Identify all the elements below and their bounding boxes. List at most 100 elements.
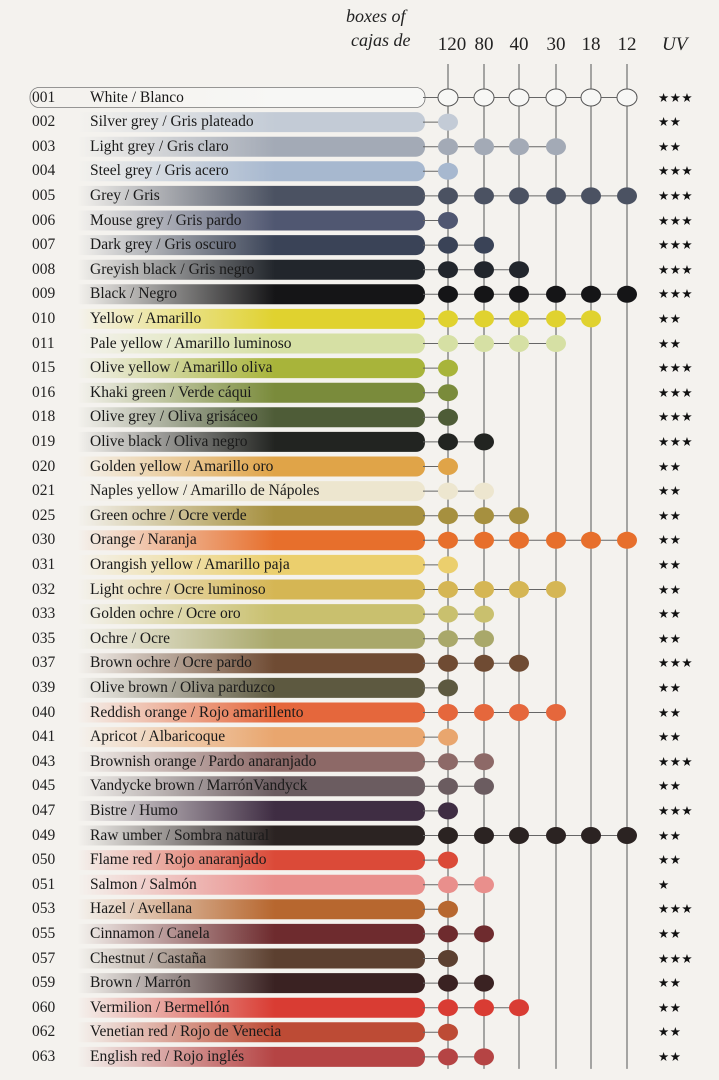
uv-rating-stars: ★★ <box>658 606 682 622</box>
box-dot-039-120 <box>438 679 458 697</box>
uv-rating-stars: ★★ <box>658 630 682 646</box>
color-bar-053 <box>30 899 425 920</box>
color-name: Light ochre / Ocre luminoso <box>90 580 266 598</box>
box-dot-005-80 <box>474 187 494 205</box>
box-dot-009-12 <box>617 285 637 303</box>
uv-rating-stars: ★★ <box>658 310 682 326</box>
color-bar-006 <box>30 210 425 231</box>
color-code: 059 <box>32 974 56 992</box>
color-code: 002 <box>32 113 56 131</box>
uv-rating-stars: ★★ <box>658 729 682 745</box>
box-dot-063-80 <box>474 1048 494 1066</box>
color-bar-059 <box>30 973 425 994</box>
color-name: Ochre / Ocre <box>90 629 171 647</box>
uv-rating-stars: ★ <box>658 876 670 892</box>
box-dot-062-120 <box>438 1023 458 1041</box>
box-dot-010-40 <box>509 310 529 328</box>
box-dot-025-80 <box>474 507 494 525</box>
color-name: Olive black / Oliva negro <box>90 432 248 450</box>
box-dot-009-30 <box>546 285 566 303</box>
color-code: 015 <box>32 359 56 377</box>
header-cajas-de: cajas de <box>351 30 411 50</box>
box-dot-002-120 <box>438 113 458 131</box>
box-dot-008-40 <box>509 261 529 279</box>
color-bar-025 <box>30 505 425 526</box>
uv-rating-stars: ★★★ <box>658 384 694 400</box>
color-code: 035 <box>32 629 56 647</box>
color-bar-031 <box>30 554 425 575</box>
box-dot-049-120 <box>438 827 458 844</box>
box-dot-063-120 <box>438 1048 458 1066</box>
box-dot-011-30 <box>546 335 566 352</box>
box-dot-040-120 <box>438 704 458 721</box>
color-bar-020 <box>30 456 425 477</box>
color-code: 041 <box>32 728 56 746</box>
color-name: Orange / Naranja <box>90 531 197 549</box>
box-dot-015-120 <box>438 359 458 377</box>
box-dot-037-80 <box>474 654 494 672</box>
header-boxes-of: boxes of <box>346 6 406 26</box>
box-dot-006-120 <box>438 212 458 229</box>
box-size-30: 30 <box>546 34 566 55</box>
color-name: Reddish orange / Rojo amarillento <box>90 703 304 721</box>
box-dot-049-80 <box>474 827 494 844</box>
box-dot-010-120 <box>438 310 458 328</box>
color-name: Olive brown / Oliva parduzco <box>90 678 276 696</box>
uv-rating-stars: ★★★ <box>658 655 694 671</box>
color-code: 006 <box>32 211 56 229</box>
box-dot-049-18 <box>581 827 601 844</box>
box-dot-009-40 <box>509 285 529 303</box>
color-code: 053 <box>32 900 56 918</box>
color-code: 011 <box>32 334 55 352</box>
box-dot-051-80 <box>474 876 494 894</box>
color-code: 019 <box>32 432 56 450</box>
box-dot-037-120 <box>438 654 458 672</box>
uv-rating-stars: ★★★ <box>658 163 694 179</box>
box-dot-045-120 <box>438 777 458 795</box>
box-dot-001-12 <box>616 88 638 107</box>
box-dot-011-80 <box>474 335 494 352</box>
box-dot-030-30 <box>546 531 566 549</box>
box-dot-040-40 <box>509 704 529 721</box>
box-dot-051-120 <box>438 876 458 894</box>
color-bar-037 <box>30 653 425 674</box>
box-dot-035-80 <box>474 630 494 648</box>
box-dot-005-40 <box>509 187 529 205</box>
box-dot-055-120 <box>438 925 458 943</box>
box-dot-011-120 <box>438 335 458 352</box>
color-name: Olive yellow / Amarillo oliva <box>90 359 273 377</box>
color-code: 016 <box>32 383 56 401</box>
color-bar-060 <box>30 997 425 1018</box>
color-bar-010 <box>30 308 425 329</box>
uv-rating-stars: ★★ <box>658 852 682 868</box>
color-name: Mouse grey / Gris pardo <box>90 211 242 229</box>
uv-rating-stars: ★★★ <box>658 212 694 228</box>
box-dot-010-18 <box>581 310 601 328</box>
color-code: 005 <box>32 186 56 204</box>
uv-rating-stars: ★★ <box>658 778 682 794</box>
box-dot-001-18 <box>580 88 602 107</box>
color-bar-005 <box>30 185 425 206</box>
box-dot-050-120 <box>438 851 458 869</box>
color-code: 018 <box>32 408 56 426</box>
color-name: Vermilion / Bermellón <box>90 998 230 1016</box>
color-code: 057 <box>32 949 56 967</box>
box-dot-004-120 <box>438 162 458 180</box>
color-bar-062 <box>30 1022 425 1043</box>
box-dot-037-40 <box>509 654 529 672</box>
uv-rating-stars: ★★ <box>658 458 682 474</box>
box-dot-008-80 <box>474 261 494 279</box>
color-name: Dark grey / Gris oscuro <box>90 236 237 254</box>
color-bar-040 <box>30 702 425 723</box>
uv-rating-stars: ★★ <box>658 925 682 941</box>
color-name: Brown ochre / Ocre pardo <box>90 654 252 672</box>
uv-rating-stars: ★★ <box>658 138 682 154</box>
color-bar-004 <box>30 161 425 182</box>
color-bar-018 <box>30 407 425 428</box>
box-size-18: 18 <box>581 34 601 55</box>
box-dot-001-40 <box>508 88 530 107</box>
color-code: 049 <box>32 826 56 844</box>
color-bar-015 <box>30 358 425 379</box>
uv-rating-stars: ★★★ <box>658 802 694 818</box>
uv-rating-stars: ★★ <box>658 679 682 695</box>
